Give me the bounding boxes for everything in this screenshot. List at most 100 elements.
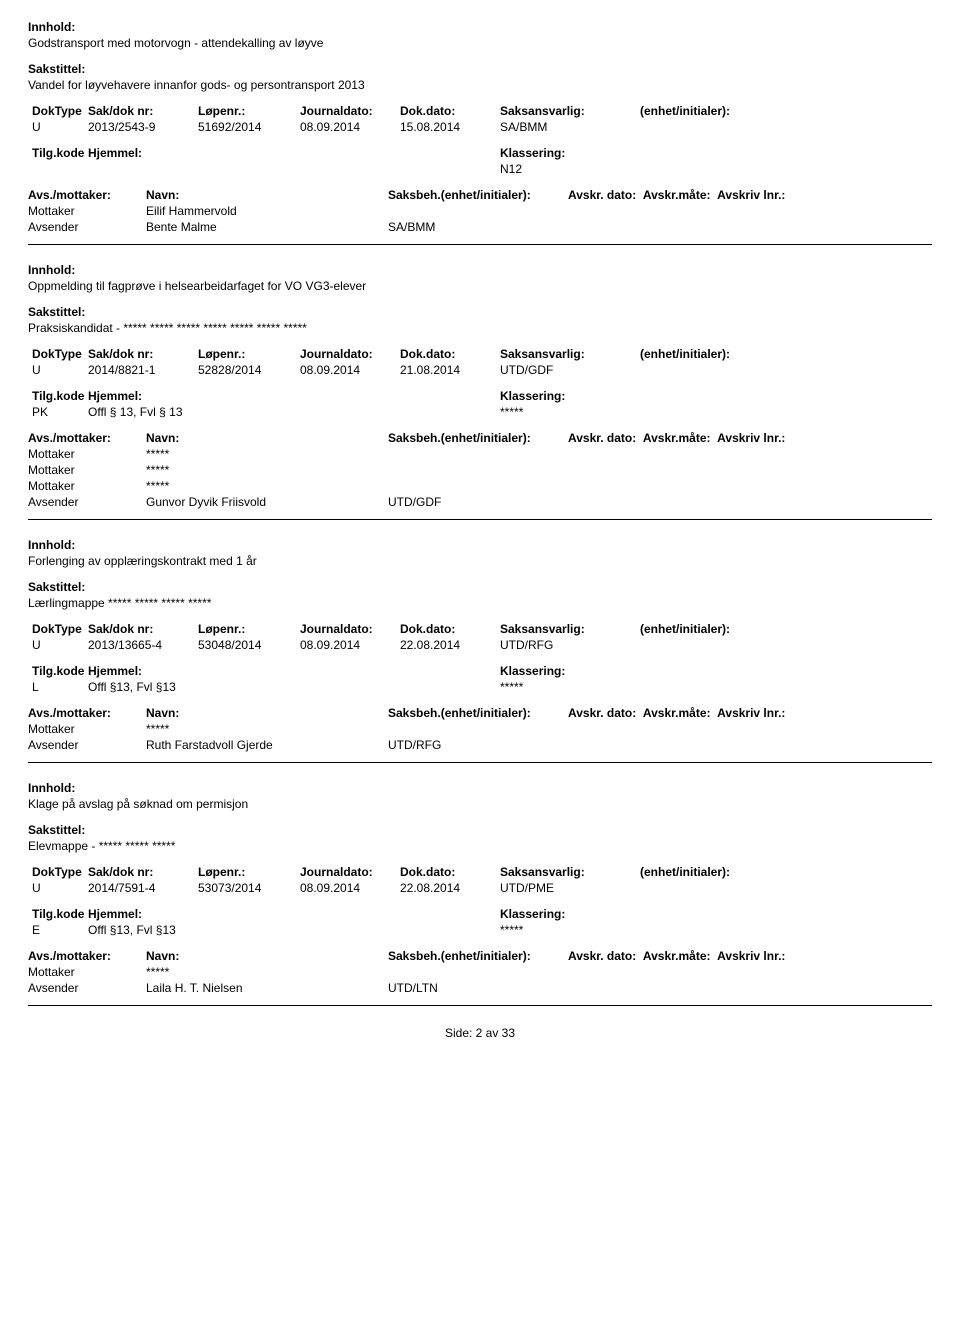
- sakstittel-value: Lærlingmappe ***** ***** ***** *****: [28, 596, 932, 610]
- party-saksbeh: UTD/GDF: [388, 495, 568, 509]
- klassering-value: N12: [500, 162, 800, 176]
- innhold-label: Innhold:: [28, 538, 932, 552]
- klassering-value: *****: [500, 680, 800, 694]
- klassering-value: *****: [500, 923, 800, 937]
- doktype-label: DokType: [28, 622, 88, 636]
- sakdoknr-label: Sak/dok nr:: [88, 865, 198, 879]
- dokdato-label: Dok.dato:: [400, 104, 500, 118]
- saksansvarlig-value: UTD/RFG: [500, 638, 640, 652]
- lopenr-value: 53048/2014: [198, 638, 300, 652]
- party-row: Mottaker *****: [28, 722, 932, 736]
- klassering-label: Klassering:: [500, 389, 800, 403]
- sakdoknr-label: Sak/dok nr:: [88, 104, 198, 118]
- lopenr-value: 52828/2014: [198, 363, 300, 377]
- journaldato-value: 08.09.2014: [300, 881, 400, 895]
- party-name: Gunvor Dyvik Friisvold: [146, 495, 388, 509]
- navn-label: Navn:: [146, 431, 388, 445]
- party-name: *****: [146, 722, 388, 736]
- party-saksbeh: SA/BMM: [388, 220, 568, 234]
- saksbeh-label: Saksbeh.(enhet/initialer):: [388, 188, 568, 202]
- lopenr-value: 51692/2014: [198, 120, 300, 134]
- innhold-value: Godstransport med motorvogn - attendekal…: [28, 36, 932, 50]
- saksansvarlig-label: Saksansvarlig:: [500, 347, 640, 361]
- avskr-labels: Avskr. dato: Avskr.måte: Avskriv lnr.:: [568, 706, 932, 720]
- sakstittel-label: Sakstittel:: [28, 305, 932, 319]
- party-name: *****: [146, 965, 388, 979]
- innhold-label: Innhold:: [28, 781, 932, 795]
- party-role: Avsender: [28, 738, 146, 752]
- entry-divider: [28, 762, 932, 763]
- dokdato-value: 21.08.2014: [400, 363, 500, 377]
- saksbeh-label: Saksbeh.(enhet/initialer):: [388, 706, 568, 720]
- sakstittel-label: Sakstittel:: [28, 823, 932, 837]
- party-name: *****: [146, 479, 388, 493]
- klassering-label: Klassering:: [500, 907, 800, 921]
- hjemmel-value: Offl §13, Fvl §13: [88, 680, 500, 694]
- saksansvarlig-label: Saksansvarlig:: [500, 622, 640, 636]
- avsmottaker-label: Avs./mottaker:: [28, 188, 146, 202]
- journal-entry: Innhold: Forlenging av opplæringskontrak…: [28, 538, 932, 763]
- journaldato-value: 08.09.2014: [300, 120, 400, 134]
- avskr-labels: Avskr. dato: Avskr.måte: Avskriv lnr.:: [568, 188, 932, 202]
- party-row: Avsender Gunvor Dyvik Friisvold UTD/GDF: [28, 495, 932, 509]
- saksbeh-label: Saksbeh.(enhet/initialer):: [388, 949, 568, 963]
- saksansvarlig-label: Saksansvarlig:: [500, 104, 640, 118]
- journal-entry: Innhold: Oppmelding til fagprøve i helse…: [28, 263, 932, 520]
- party-role: Avsender: [28, 495, 146, 509]
- party-saksbeh: [388, 479, 568, 493]
- party-saksbeh: [388, 447, 568, 461]
- lopenr-label: Løpenr.:: [198, 347, 300, 361]
- party-row: Mottaker *****: [28, 479, 932, 493]
- navn-label: Navn:: [146, 706, 388, 720]
- dokdato-value: 22.08.2014: [400, 881, 500, 895]
- enhet-label: (enhet/initialer):: [640, 104, 820, 118]
- enhet-label: (enhet/initialer):: [640, 347, 820, 361]
- tilgkode-label: Tilg.kode: [28, 907, 88, 921]
- innhold-label: Innhold:: [28, 263, 932, 277]
- sakstittel-value: Praksiskandidat - ***** ***** ***** ****…: [28, 321, 932, 335]
- party-role: Mottaker: [28, 463, 146, 477]
- party-name: Eilif Hammervold: [146, 204, 388, 218]
- journal-entry: Innhold: Godstransport med motorvogn - a…: [28, 20, 932, 245]
- doktype-label: DokType: [28, 104, 88, 118]
- innhold-value: Forlenging av opplæringskontrakt med 1 å…: [28, 554, 932, 568]
- tilgkode-value: PK: [28, 405, 88, 419]
- journal-entry: Innhold: Klage på avslag på søknad om pe…: [28, 781, 932, 1006]
- party-role: Avsender: [28, 220, 146, 234]
- tilgkode-value: E: [28, 923, 88, 937]
- avskr-labels: Avskr. dato: Avskr.måte: Avskriv lnr.:: [568, 431, 932, 445]
- sakstittel-value: Elevmappe - ***** ***** *****: [28, 839, 932, 853]
- doktype-label: DokType: [28, 865, 88, 879]
- dokdato-label: Dok.dato:: [400, 622, 500, 636]
- party-saksbeh: UTD/LTN: [388, 981, 568, 995]
- navn-label: Navn:: [146, 949, 388, 963]
- sakdoknr-value: 2014/7591-4: [88, 881, 198, 895]
- hjemmel-label: Hjemmel:: [88, 664, 500, 678]
- party-role: Mottaker: [28, 447, 146, 461]
- party-saksbeh: [388, 463, 568, 477]
- journaldato-value: 08.09.2014: [300, 363, 400, 377]
- party-saksbeh: [388, 204, 568, 218]
- party-role: Mottaker: [28, 204, 146, 218]
- journaldato-label: Journaldato:: [300, 865, 400, 879]
- hjemmel-value: Offl § 13, Fvl § 13: [88, 405, 500, 419]
- party-row: Mottaker *****: [28, 463, 932, 477]
- party-role: Mottaker: [28, 722, 146, 736]
- party-row: Mottaker *****: [28, 965, 932, 979]
- entry-divider: [28, 1005, 932, 1006]
- dokdato-value: 22.08.2014: [400, 638, 500, 652]
- saksansvarlig-value: SA/BMM: [500, 120, 640, 134]
- enhet-label: (enhet/initialer):: [640, 865, 820, 879]
- dokdato-label: Dok.dato:: [400, 865, 500, 879]
- party-row: Avsender Ruth Farstadvoll Gjerde UTD/RFG: [28, 738, 932, 752]
- saksansvarlig-label: Saksansvarlig:: [500, 865, 640, 879]
- page-footer: Side: 2 av 33: [28, 1026, 932, 1040]
- hjemmel-label: Hjemmel:: [88, 907, 500, 921]
- doktype-value: U: [28, 881, 88, 895]
- avsmottaker-label: Avs./mottaker:: [28, 949, 146, 963]
- sakstittel-label: Sakstittel:: [28, 62, 932, 76]
- lopenr-label: Løpenr.:: [198, 622, 300, 636]
- doktype-value: U: [28, 363, 88, 377]
- innhold-value: Klage på avslag på søknad om permisjon: [28, 797, 932, 811]
- sakstittel-label: Sakstittel:: [28, 580, 932, 594]
